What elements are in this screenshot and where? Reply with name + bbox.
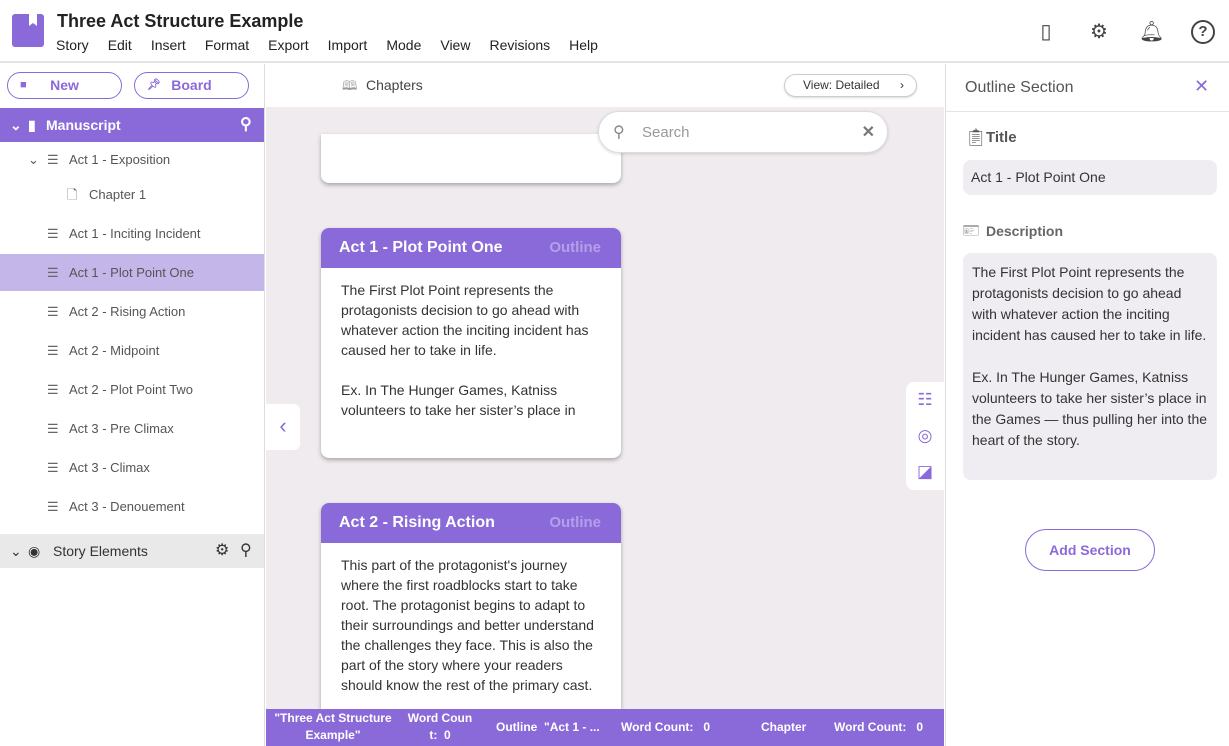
- title-field[interactable]: Act 1 - Plot Point One: [963, 160, 1217, 195]
- list-icon: ☰: [47, 460, 59, 475]
- pin-icon: 📌︎: [147, 79, 161, 91]
- chevron-down-icon[interactable]: ⌄: [10, 117, 22, 133]
- help-icon[interactable]: ?: [1191, 20, 1215, 44]
- search-icon[interactable]: ⚲: [240, 542, 252, 559]
- menu-edit[interactable]: Edit: [107, 37, 132, 53]
- user-circle-icon: ◉: [28, 543, 41, 559]
- chevron-down-icon[interactable]: ⌄: [10, 543, 22, 559]
- view-mode-button[interactable]: View: Detailed ›: [784, 74, 917, 97]
- gear-icon[interactable]: ⚙: [215, 542, 230, 559]
- outline-section-panel: Outline Section ✕ 📋︎ Title Act 1 - Plot …: [945, 64, 1229, 746]
- tree-item[interactable]: ☰ Act 2 - Rising Action: [0, 293, 264, 330]
- chevron-down-icon[interactable]: ⌄: [28, 152, 39, 167]
- side-toolbar: ☷ ◎ ◪: [906, 382, 944, 490]
- list-icon: ☰: [47, 499, 59, 514]
- tree-item[interactable]: ☰ Act 3 - Climax: [0, 449, 264, 486]
- list-icon: ☰: [47, 343, 59, 358]
- tree-item[interactable]: ☰ Act 2 - Midpoint: [0, 332, 264, 369]
- target-icon[interactable]: ◎: [917, 426, 933, 445]
- document-title: Three Act Structure Example: [57, 11, 304, 31]
- description-field[interactable]: The First Plot Point represents the prot…: [963, 253, 1217, 480]
- chevron-right-icon: ›: [900, 78, 904, 92]
- tree-item[interactable]: ☰ Act 3 - Denouement: [0, 488, 264, 525]
- card-partial[interactable]: [321, 134, 621, 183]
- tree-item[interactable]: ☰ Act 1 - Inciting Incident: [0, 215, 264, 252]
- outline-card[interactable]: Act 1 - Plot Point One Outline The First …: [321, 228, 621, 458]
- list-icon: ☰: [47, 265, 59, 280]
- collapse-sidebar-button[interactable]: ‹: [266, 404, 300, 450]
- open-book-icon: 🕮: [342, 78, 358, 93]
- story-elements-header[interactable]: ⌄ ◉ Story Elements ⚙ ⚲: [0, 534, 264, 568]
- menu-format[interactable]: Format: [204, 37, 250, 53]
- tree-item-chapter1[interactable]: 🗋 Chapter 1: [0, 176, 264, 213]
- notebook-icon[interactable]: ▯: [1040, 21, 1052, 43]
- add-section-button[interactable]: Add Section: [1025, 529, 1155, 571]
- menu-import[interactable]: Import: [327, 37, 368, 53]
- manuscript-header[interactable]: ⌄ ▮ Manuscript ⚲: [0, 108, 264, 142]
- search-icon: ⚲: [613, 124, 625, 141]
- close-icon[interactable]: ✕: [1194, 76, 1210, 96]
- book-logo-icon: [12, 14, 44, 47]
- list-icon: ☰: [47, 152, 59, 167]
- menu-revisions[interactable]: Revisions: [489, 37, 551, 53]
- list-icon: ☰: [47, 304, 59, 319]
- tree-item[interactable]: ☰ Act 2 - Plot Point Two: [0, 371, 264, 408]
- outline-card[interactable]: Act 2 - Rising Action Outline This part o…: [321, 503, 621, 723]
- clear-icon[interactable]: ✕: [861, 124, 875, 141]
- menu-help[interactable]: Help: [569, 37, 598, 53]
- status-bar: "Three Act Structure Example" Word Coun …: [266, 709, 944, 746]
- gear-icon[interactable]: ⚙: [1090, 21, 1108, 43]
- chapter-board: 🕮 Chapters View: Detailed › ⚲ Search ✕ Ac…: [266, 64, 944, 723]
- search-input[interactable]: ⚲ Search ✕: [598, 111, 888, 153]
- menu-bar: Story Edit Insert Format Export Import M…: [56, 37, 617, 53]
- list-icon: ☰: [47, 421, 59, 436]
- menu-mode[interactable]: Mode: [386, 37, 422, 53]
- bell-icon[interactable]: 🔔︎: [1139, 21, 1165, 43]
- top-bar: Three Act Structure Example Story Edit I…: [0, 0, 1229, 63]
- list-view-icon[interactable]: ☷: [917, 390, 933, 409]
- new-file-icon: ■: [20, 79, 27, 91]
- tree-item-selected[interactable]: ☰ Act 1 - Plot Point One: [0, 254, 264, 291]
- new-button[interactable]: ■ New: [7, 72, 122, 99]
- sticky-note-icon[interactable]: ◪: [916, 462, 934, 481]
- search-icon[interactable]: ⚲: [240, 116, 252, 133]
- menu-view[interactable]: View: [440, 37, 471, 53]
- menu-export[interactable]: Export: [268, 37, 309, 53]
- board-button[interactable]: 📌︎ Board: [134, 72, 249, 99]
- clipboard-icon: 📋︎: [965, 128, 987, 147]
- menu-insert[interactable]: Insert: [150, 37, 186, 53]
- page-icon: 🗋: [67, 187, 78, 202]
- book-icon: ▮: [28, 117, 36, 133]
- list-icon: ☰: [47, 382, 59, 397]
- tree-item-act1-exposition[interactable]: ⌄ ☰ Act 1 - Exposition: [0, 141, 264, 178]
- chapters-bar: 🕮 Chapters View: Detailed ›: [266, 64, 944, 107]
- menu-story[interactable]: Story: [56, 37, 89, 53]
- id-card-icon: 🪪︎: [962, 222, 980, 238]
- tree-item[interactable]: ☰ Act 3 - Pre Climax: [0, 410, 264, 447]
- sidebar: ■ New 📌︎ Board ⌄ ▮ Manuscript ⚲ ⌄ ☰ Act 1 - …: [0, 64, 265, 746]
- list-icon: ☰: [47, 226, 59, 241]
